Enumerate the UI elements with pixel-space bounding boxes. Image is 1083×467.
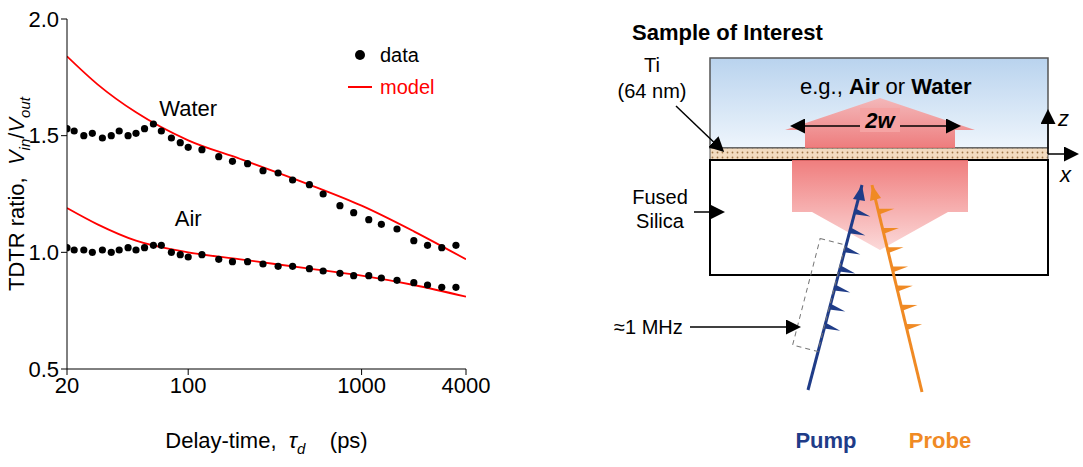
svg-text:0.5: 0.5 (28, 357, 59, 382)
svg-text:data: data (380, 44, 420, 66)
svg-text:≈1 MHz: ≈1 MHz (614, 316, 683, 338)
svg-text:Ti: Ti (644, 54, 660, 76)
svg-text:model: model (380, 76, 434, 98)
svg-text:x: x (1059, 162, 1072, 187)
svg-text:Water: Water (159, 96, 217, 121)
svg-text:z: z (1057, 106, 1069, 131)
svg-text:Delay-time, τd (ps): Delay-time, τd (ps) (165, 428, 367, 457)
svg-text:100: 100 (170, 373, 207, 398)
svg-text:Sample of Interest: Sample of Interest (632, 20, 823, 45)
svg-text:Probe: Probe (909, 428, 971, 453)
svg-text:20: 20 (54, 372, 80, 398)
svg-text:1000: 1000 (337, 373, 386, 398)
svg-text:e.g., Air or Water: e.g., Air or Water (800, 74, 972, 99)
svg-text:Air: Air (175, 206, 202, 231)
svg-text:2.0: 2.0 (28, 7, 59, 32)
svg-text:4000: 4000 (442, 373, 491, 398)
svg-text:(64 nm): (64 nm) (618, 80, 687, 102)
svg-text:TDTR ratio, Vin/Vout: TDTR ratio, Vin/Vout (4, 96, 33, 291)
svg-text:Fused: Fused (632, 186, 688, 208)
svg-text:1.5: 1.5 (28, 123, 59, 148)
svg-text:2w: 2w (864, 108, 896, 133)
svg-text:Silica: Silica (636, 210, 685, 232)
svg-text:Pump: Pump (795, 428, 856, 453)
svg-text:1.0: 1.0 (28, 240, 59, 265)
